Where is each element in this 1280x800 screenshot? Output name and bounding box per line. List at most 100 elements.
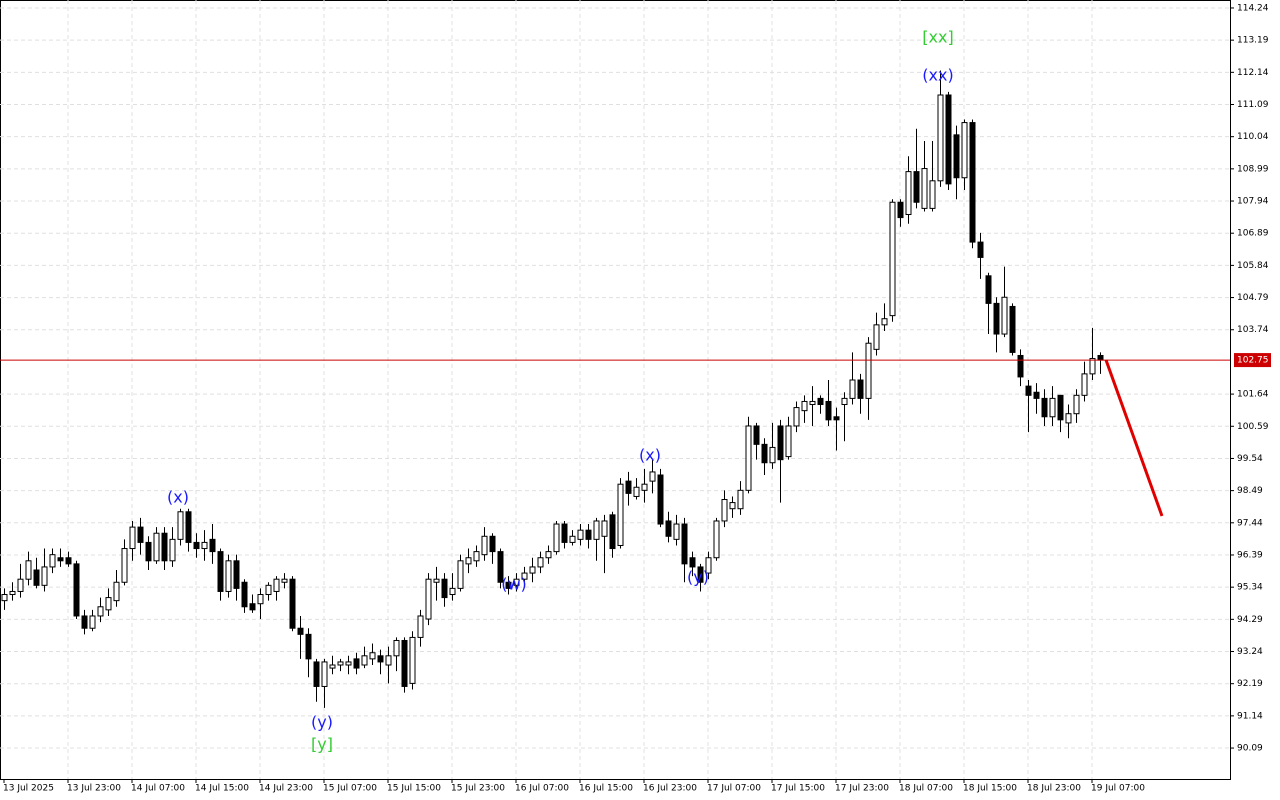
candle-body (1041, 397, 1048, 418)
y-tick-label: 101.64 (1237, 390, 1269, 400)
candle-body (1057, 394, 1064, 421)
candle-body (49, 554, 56, 568)
candle-body (209, 538, 216, 553)
candle-body (385, 655, 392, 666)
overlay: 114.24 113.19 112.14 111.09 110.04 108.99 107.… (0, 3, 1271, 794)
y-tick-label: 99.54 (1237, 454, 1263, 464)
candle-body (865, 342, 872, 399)
y-tick-label: 106.89 (1237, 229, 1269, 239)
candle-body (177, 511, 184, 540)
x-tick-label: 18 Jul 15:00 (963, 784, 1017, 794)
x-tick-label: 13 Jul 23:00 (67, 784, 121, 794)
candle-body (169, 538, 176, 562)
y-tick-label: 94.29 (1237, 615, 1263, 625)
x-tick-label: 15 Jul 07:00 (323, 784, 377, 794)
candle-body (897, 201, 904, 219)
x-tick-label: 19 Jul 07:00 (1091, 784, 1145, 794)
candle-body (697, 566, 704, 583)
candle-body (625, 480, 632, 494)
candle-body (353, 658, 360, 669)
candle-body (425, 578, 432, 620)
candle-body (777, 425, 784, 461)
x-tick-label: 16 Jul 23:00 (643, 784, 697, 794)
candle-body (609, 514, 616, 550)
candle-body (457, 560, 464, 589)
candle-body (305, 633, 312, 660)
x-tick-label: 13 Jul 2025 (3, 784, 54, 794)
candle-body (265, 584, 272, 596)
candle-body (1025, 385, 1032, 396)
candle-body (577, 529, 584, 540)
grid (0, 0, 1230, 779)
candle-body (785, 425, 792, 458)
candle-body (57, 557, 64, 562)
candle-body (929, 180, 936, 209)
candle-body (977, 241, 984, 258)
candle-body (961, 122, 968, 179)
candle-body (673, 523, 680, 540)
wave-label: (w) (501, 575, 527, 594)
candle-body (881, 318, 888, 326)
candle-body (25, 560, 32, 580)
candle-body (1081, 373, 1088, 396)
candle-body (41, 566, 48, 586)
wave-label: [xx] (922, 28, 953, 47)
y-tick-label: 95.34 (1237, 583, 1263, 593)
candle-body (481, 535, 488, 556)
candle-body (17, 578, 24, 592)
candle-body (969, 122, 976, 243)
candle-body (721, 499, 728, 522)
candle-body (161, 532, 168, 562)
candle-body (601, 520, 608, 537)
candle-body (521, 572, 528, 580)
candle-body (1, 594, 8, 602)
candle-body (105, 597, 112, 611)
y-tick-label: 107.94 (1237, 197, 1269, 207)
candle-body (513, 578, 520, 586)
candle-body (857, 379, 864, 399)
candle-body (289, 578, 296, 629)
candle-body (281, 578, 288, 583)
candle-body (825, 400, 832, 421)
candle-body (985, 275, 992, 304)
candle-body (465, 557, 472, 565)
candle-body (873, 324, 880, 350)
candle-body (153, 532, 160, 562)
candle-body (1009, 305, 1016, 353)
candle-body (1001, 296, 1008, 335)
candle-body (185, 511, 192, 543)
wave-label: [y] (311, 735, 333, 754)
x-tick-label: 17 Jul 07:00 (707, 784, 761, 794)
candle-body (833, 416, 840, 421)
candle-body (241, 581, 248, 608)
wave-label: (x) (167, 488, 189, 507)
candle-body (841, 397, 848, 406)
candle-body (657, 474, 664, 525)
candle-body (449, 587, 456, 596)
candle-body (257, 594, 264, 605)
candle-body (1073, 394, 1080, 415)
current-price-label: 102.75 (1237, 356, 1269, 366)
candle-body (273, 578, 280, 592)
x-tick-label: 17 Jul 15:00 (771, 784, 825, 794)
wave-label: (xx) (922, 66, 953, 85)
candle-body (913, 171, 920, 203)
candle-body (689, 557, 696, 568)
candle-body (233, 560, 240, 589)
y-tick-label: 108.99 (1237, 164, 1269, 174)
candle-body (753, 425, 760, 445)
candle-body (641, 483, 648, 491)
candle-body (921, 168, 928, 209)
candle-body (633, 486, 640, 497)
candle-body (249, 603, 256, 611)
candle-body (337, 661, 344, 666)
current-price-box (1234, 353, 1271, 368)
candle-body (505, 581, 512, 589)
y-tick-label: 103.74 (1237, 325, 1269, 335)
candle-body (433, 578, 440, 583)
candle-body (113, 581, 120, 602)
candle-body (793, 407, 800, 427)
candle-body (905, 171, 912, 216)
candle-body (569, 535, 576, 543)
candle-body (81, 615, 88, 629)
